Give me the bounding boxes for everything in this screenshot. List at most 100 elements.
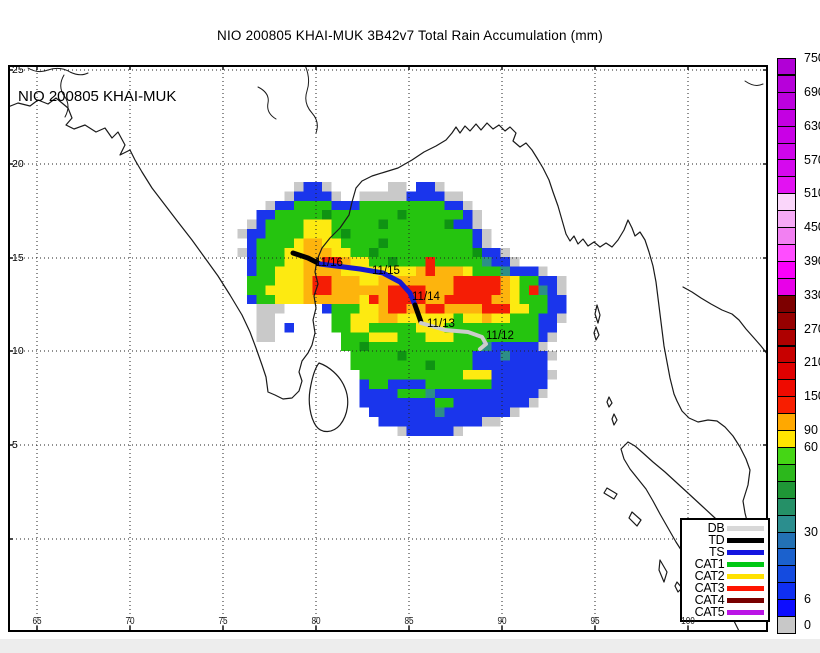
rain-cell <box>322 238 332 248</box>
rain-cell <box>472 379 482 389</box>
rain-cell <box>312 285 323 295</box>
rain-cell <box>387 332 398 342</box>
rain-cell <box>406 247 417 258</box>
rain-cell <box>463 304 473 314</box>
rain-cell <box>500 313 511 323</box>
rain-cell <box>369 379 379 389</box>
rain-cell <box>284 210 294 220</box>
rain-cell <box>303 200 313 211</box>
track-segment-TD <box>290 250 323 267</box>
rain-cell <box>434 417 445 427</box>
rain-cell <box>265 238 276 248</box>
rain-cell <box>500 398 511 408</box>
rain-cell <box>444 379 454 389</box>
rain-cell <box>528 351 539 361</box>
rain-cell <box>340 332 351 342</box>
rain-cell <box>444 332 454 342</box>
rain-cell <box>453 247 464 258</box>
rain-cell <box>293 257 304 267</box>
rain-cell <box>397 304 407 314</box>
rain-cell <box>434 238 445 248</box>
rain-cell <box>331 304 341 314</box>
rain-cell <box>350 313 360 323</box>
rain-cell <box>463 341 473 352</box>
colorbar-tick-label: 6 <box>804 592 811 607</box>
rain-cell <box>387 247 398 258</box>
rain-cell <box>378 313 388 323</box>
rain-cell <box>453 304 464 314</box>
colorbar-tick-label: 690 <box>804 84 820 99</box>
rain-cell <box>425 426 435 436</box>
rain-cell <box>350 323 360 333</box>
rain-cell <box>538 304 548 314</box>
rain-cell <box>378 276 388 286</box>
rain-cell <box>481 332 492 342</box>
rain-cell <box>256 266 266 276</box>
legend-intensity-label: TD <box>708 533 725 547</box>
colorbar-segment <box>777 379 796 398</box>
rain-cell <box>359 210 370 220</box>
rain-cell <box>312 247 323 258</box>
rain-cell <box>519 398 529 408</box>
rain-cell <box>237 229 247 239</box>
rain-cell <box>538 351 548 361</box>
rain-cell <box>425 313 435 323</box>
rain-cell <box>434 210 445 220</box>
rain-cell <box>500 285 511 295</box>
rain-cell <box>444 304 454 314</box>
rain-cell <box>359 247 370 258</box>
rain-cell <box>472 370 482 380</box>
rain-cell <box>303 276 313 286</box>
rain-cell <box>378 398 388 408</box>
rain-cell <box>387 341 398 352</box>
rain-cell <box>265 247 276 258</box>
rain-cell <box>331 257 341 267</box>
rain-cell <box>340 313 351 323</box>
rain-cell <box>547 304 558 314</box>
rain-cell <box>500 388 511 399</box>
rain-cell <box>378 379 388 389</box>
rain-cell <box>350 332 360 342</box>
rain-cell <box>481 360 492 370</box>
rain-cell <box>425 370 435 380</box>
rain-cell <box>472 304 482 314</box>
rain-cell <box>463 276 473 286</box>
rain-cell <box>359 219 370 229</box>
map-plot: DB TD TS CAT1 CAT2 CAT3 CAT4 CAT5 NIO 200805 KH… <box>8 64 770 632</box>
rain-cell <box>350 257 360 267</box>
colorbar-tick-label: 750 <box>804 51 820 65</box>
rain-cell <box>500 294 511 305</box>
rain-cell <box>256 304 266 314</box>
rain-cell <box>481 285 492 295</box>
lat-tick-label: 20 <box>12 158 24 170</box>
rain-cell <box>256 229 266 239</box>
rain-cell <box>378 285 388 295</box>
rain-cell <box>491 341 501 352</box>
rain-cell <box>481 276 492 286</box>
rain-cell <box>359 238 370 248</box>
rain-cell <box>510 332 520 342</box>
rain-cell <box>510 294 520 305</box>
rain-cell <box>481 388 492 399</box>
rain-cell <box>350 360 360 370</box>
rain-cell <box>453 360 464 370</box>
rain-cell <box>472 257 482 267</box>
rain-cell <box>425 294 435 305</box>
colorbar-segment <box>777 413 796 432</box>
rain-cell <box>453 417 464 427</box>
rain-cell <box>322 276 332 286</box>
rain-cell <box>246 276 257 286</box>
rain-cell <box>453 238 464 248</box>
legend-row: DB <box>686 522 764 534</box>
rain-cell <box>416 323 426 333</box>
rain-cell <box>331 323 341 333</box>
rain-cell <box>481 247 492 258</box>
rain-cell <box>340 266 351 276</box>
lat-tick-label: 5 <box>12 439 18 451</box>
rain-cell <box>500 379 511 389</box>
rain-cell <box>359 332 370 342</box>
rain-cell <box>359 229 370 239</box>
rain-cell <box>387 398 398 408</box>
rain-cell <box>397 266 407 276</box>
